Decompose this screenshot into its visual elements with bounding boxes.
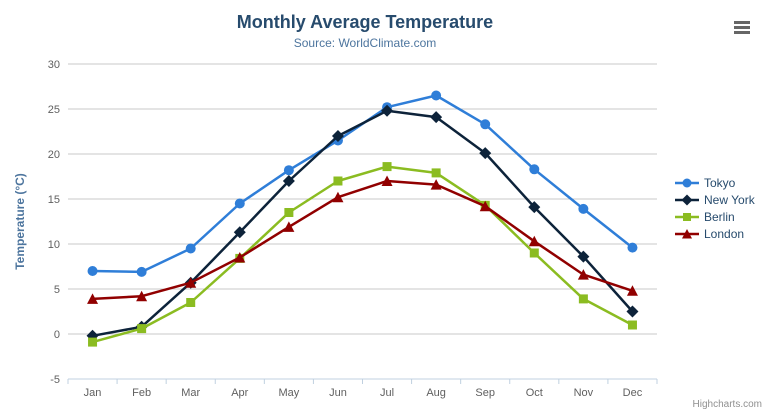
triangle-marker[interactable] — [332, 191, 344, 203]
circle-marker[interactable] — [283, 165, 294, 176]
circle-marker[interactable] — [529, 164, 540, 175]
credits-link[interactable]: Highcharts.com — [692, 399, 762, 410]
export-menu-button[interactable] — [734, 21, 750, 34]
legend-label: London — [704, 227, 745, 241]
triangle-marker[interactable] — [528, 235, 540, 247]
y-axis-tick-label: 25 — [48, 104, 60, 116]
triangle-marker[interactable] — [479, 200, 491, 212]
chart-title: Monthly Average Temperature — [236, 12, 494, 32]
x-axis-tick-label: Nov — [574, 387, 594, 399]
hamburger-menu-icon — [734, 26, 750, 29]
x-axis-tick-label: Jun — [329, 387, 347, 399]
hamburger-menu-icon — [734, 21, 750, 24]
legend: Tokyo New York Berlin London — [675, 175, 755, 243]
square-marker[interactable] — [382, 162, 392, 172]
circle-legend-symbol — [675, 178, 699, 188]
hamburger-menu-icon — [734, 31, 750, 34]
circle-marker[interactable] — [480, 119, 491, 130]
x-axis-tick-label: Feb — [132, 387, 151, 399]
triangle-marker[interactable] — [682, 229, 692, 239]
square-marker[interactable] — [683, 213, 691, 221]
triangle-marker[interactable] — [626, 285, 638, 296]
series-tokyo[interactable] — [87, 90, 638, 277]
diamond-legend-symbol — [675, 194, 699, 206]
triangle-marker[interactable] — [430, 179, 442, 190]
circle-marker[interactable] — [136, 266, 147, 277]
diamond-marker[interactable] — [381, 104, 394, 117]
diamond-marker[interactable] — [577, 250, 590, 263]
square-marker[interactable] — [333, 176, 343, 186]
x-axis-tick-label: May — [278, 387, 299, 399]
x-axis-tick-label: Jul — [380, 387, 394, 399]
circle-marker[interactable] — [627, 242, 638, 253]
legend-item-berlin[interactable]: Berlin — [675, 209, 755, 225]
legend-label: New York — [704, 193, 755, 207]
y-axis-tick-label: -5 — [50, 374, 60, 386]
circle-marker[interactable] — [234, 198, 245, 209]
square-marker[interactable] — [137, 324, 147, 334]
y-axis-tick-label: 10 — [48, 239, 60, 251]
series-new-york[interactable] — [86, 104, 639, 342]
series-line-london[interactable] — [91, 179, 634, 301]
x-axis-tick-label: Mar — [181, 387, 200, 399]
square-marker[interactable] — [88, 337, 98, 347]
series-line-tokyo[interactable] — [91, 94, 634, 274]
triangle-legend-symbol — [675, 229, 699, 239]
circle-marker[interactable] — [431, 90, 442, 101]
x-axis-tick-label: Dec — [623, 387, 643, 399]
y-axis-title: Temperature (°C) — [13, 173, 27, 270]
diamond-marker[interactable] — [233, 226, 246, 239]
series-line-new-york[interactable] — [91, 109, 634, 338]
diamond-marker[interactable] — [626, 305, 639, 318]
triangle-marker[interactable] — [577, 269, 589, 280]
diamond-marker[interactable] — [479, 147, 492, 160]
triangle-marker[interactable] — [136, 290, 148, 302]
square-marker[interactable] — [529, 248, 539, 258]
x-axis-tick-label: Aug — [426, 387, 446, 399]
legend-item-london[interactable]: London — [675, 226, 755, 242]
triangle-marker[interactable] — [283, 221, 295, 232]
chart-subtitle: Source: WorldClimate.com — [293, 36, 437, 50]
x-axis-tick-label: Apr — [231, 387, 248, 399]
y-axis-tick-label: 15 — [48, 194, 60, 206]
diamond-marker[interactable] — [681, 194, 693, 206]
triangle-marker[interactable] — [234, 252, 246, 263]
circle-marker[interactable] — [578, 203, 589, 214]
y-axis-tick-label: 30 — [48, 59, 60, 71]
legend-item-new-york[interactable]: New York — [675, 192, 755, 208]
circle-marker[interactable] — [185, 243, 196, 254]
diamond-marker[interactable] — [528, 201, 541, 214]
circle-marker[interactable] — [682, 178, 692, 188]
x-axis-tick-label: Jan — [84, 387, 102, 399]
legend-label: Berlin — [704, 210, 735, 224]
square-marker[interactable] — [578, 294, 588, 304]
triangle-marker[interactable] — [185, 277, 197, 288]
square-marker[interactable] — [284, 208, 294, 217]
diamond-marker[interactable] — [430, 111, 443, 124]
square-marker[interactable] — [627, 320, 637, 330]
legend-label: Tokyo — [704, 176, 736, 190]
legend-item-tokyo[interactable]: Tokyo — [675, 175, 755, 191]
square-marker[interactable] — [186, 298, 196, 307]
x-axis-tick-label: Sep — [475, 387, 495, 399]
y-axis-tick-label: 0 — [54, 329, 60, 341]
square-legend-symbol — [675, 213, 699, 221]
y-axis-tick-label: 20 — [48, 149, 60, 161]
triangle-marker[interactable] — [87, 293, 99, 304]
triangle-marker[interactable] — [381, 175, 393, 187]
diamond-marker[interactable] — [331, 130, 344, 142]
series-london[interactable] — [87, 175, 638, 304]
square-marker[interactable] — [431, 168, 441, 178]
diamond-marker[interactable] — [282, 175, 295, 187]
series-line-berlin[interactable] — [91, 165, 634, 344]
y-axis-tick-label: 5 — [54, 284, 60, 296]
x-axis-tick-label: Oct — [526, 387, 543, 399]
circle-marker[interactable] — [87, 266, 98, 276]
